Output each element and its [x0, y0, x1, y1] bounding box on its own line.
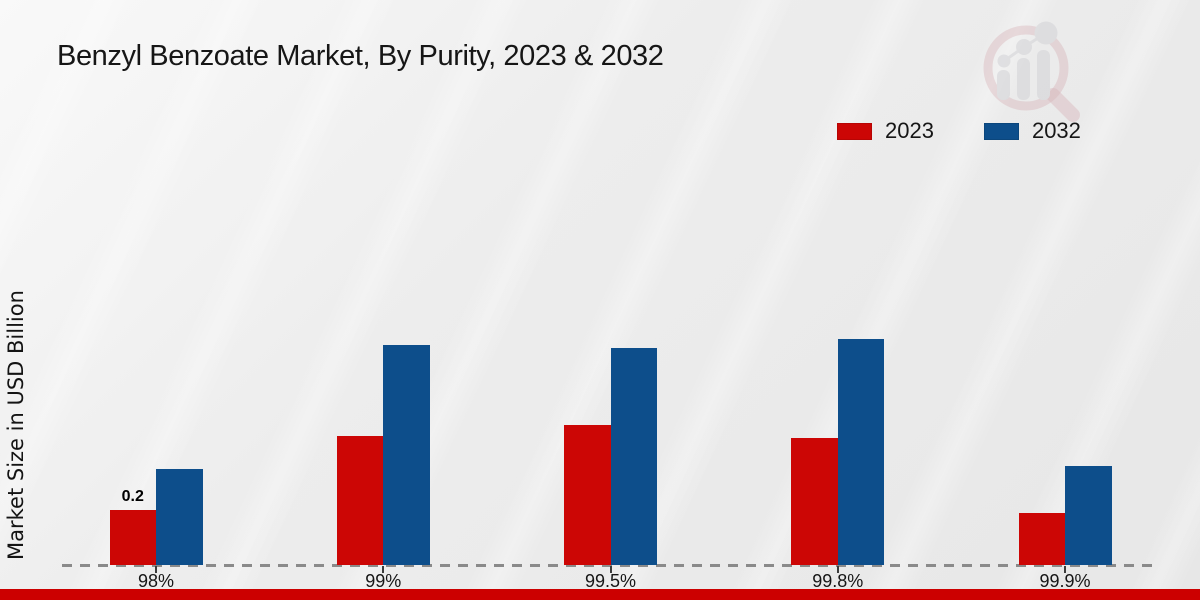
- bar-2023-99.8%: [791, 438, 838, 565]
- x-axis-tick: [1064, 566, 1066, 573]
- bar-2032-99.8%: [837, 339, 885, 565]
- x-axis-category-label: 98%: [137, 571, 175, 591]
- legend-label-2023: 2023: [885, 118, 934, 143]
- bar-2023-98%: [109, 510, 156, 565]
- x-axis-tick: [382, 566, 385, 573]
- x-axis-tick: [609, 566, 612, 573]
- legend-swatch-2023: [837, 122, 872, 140]
- bar-2023-99%: [336, 436, 384, 565]
- bar-2023-99.9%: [1018, 513, 1065, 565]
- x-axis-tick: [836, 566, 839, 573]
- bar-2032-99.5%: [610, 348, 657, 565]
- bar-2032-98%: [156, 469, 203, 565]
- bar-2032-99%: [383, 345, 430, 565]
- magnifier-chart-logo-icon: [983, 21, 1080, 122]
- legend: 2023 2032: [837, 118, 1081, 144]
- legend-label-2032: 2032: [1031, 118, 1081, 143]
- footer-accent-strip: [0, 589, 1200, 600]
- legend-item-2032: 2032: [983, 118, 1081, 144]
- legend-item-2023: 2023: [837, 118, 934, 144]
- x-axis-category-label: 99.8%: [812, 571, 864, 591]
- chart-title: Benzyl Benzoate Market, By Purity, 2023 …: [57, 40, 664, 72]
- bar-value-label: 0.2: [121, 488, 144, 505]
- legend-swatch-2032: [983, 122, 1019, 140]
- x-axis-category-label: 99.5%: [584, 571, 637, 591]
- x-axis-category-label: 99.9%: [1039, 571, 1091, 591]
- bar-2023-99.5%: [564, 425, 611, 565]
- x-axis-category-label: 99%: [365, 571, 402, 591]
- x-axis-baseline: [62, 564, 1154, 567]
- x-axis-tick: [155, 566, 157, 573]
- bar-2032-99.9%: [1065, 466, 1112, 565]
